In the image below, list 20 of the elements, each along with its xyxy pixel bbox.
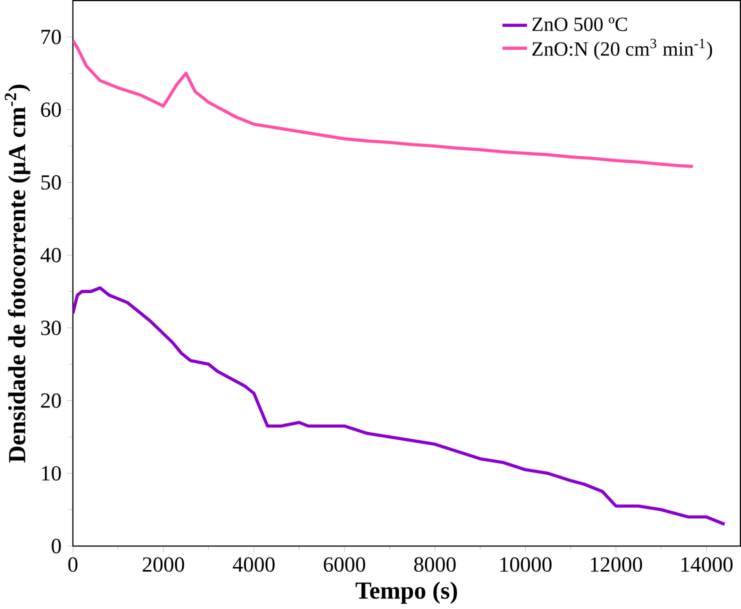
- x-tick-label: 10000: [500, 557, 552, 572]
- y-axis-title: Densidade de fotocorrente (μA cm$^{-2}$): [4, 84, 30, 463]
- x-tick-label: 0: [68, 557, 78, 572]
- legend-label: ZnO 500 ºC: [532, 18, 627, 32]
- x-tick-label: 14000: [681, 557, 733, 572]
- y-tick-label: 20: [41, 394, 61, 408]
- y-tick-label: 40: [40, 248, 61, 263]
- x-tick-label: 8000: [414, 557, 456, 572]
- y-tick-label: 0: [52, 539, 61, 554]
- y-tick-label: 10: [42, 466, 61, 481]
- y-tick-label: 30: [41, 320, 61, 336]
- x-tick-label: 2000: [142, 557, 184, 572]
- y-tick-label: 50: [41, 175, 61, 190]
- y-tick-label: 60: [41, 102, 61, 118]
- legend-label: ZnO:N (20 cm$^{3}$ min$^{-1}$): [532, 38, 712, 60]
- x-tick-label: 6000: [324, 557, 366, 572]
- y-tick-label: 70: [42, 30, 61, 44]
- x-tick-label: 4000: [232, 557, 275, 572]
- x-tick-label: 12000: [590, 557, 642, 572]
- x-axis-title: Tempo (s): [356, 582, 457, 604]
